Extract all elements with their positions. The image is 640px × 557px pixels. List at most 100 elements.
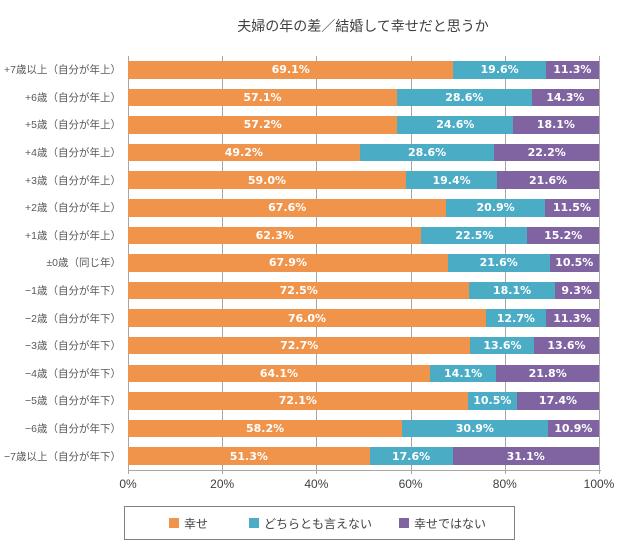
category-label: +1歳（自分が年上） [25,229,121,242]
legend-swatch-happy [169,518,179,528]
bar-value-label: 12.7% [496,311,535,325]
category-label: −1歳（自分が年下） [25,285,121,298]
category-label: −6歳（自分が年下） [25,423,121,436]
bar-segment-happy: 72.5% [128,281,470,300]
bar-segment-neutral: 28.6% [396,88,532,107]
bar-segment-happy: 57.1% [128,88,397,107]
bar-segment-neutral: 20.9% [446,199,545,217]
bar-row: +4歳（自分が年上） 49.2% 28.6% 22.2% [0,139,599,167]
bar-track: 57.2% 24.6% 18.1% [128,116,599,134]
bar-track: 67.9% 21.6% 10.5% [128,254,599,272]
bar-track: 59.0% 19.4% 21.6% [128,171,599,189]
bar-segment-unhappy: 11.3% [545,61,599,79]
bar-segment-unhappy: 17.4% [517,392,599,410]
bar-track: 76.0% 12.7% 11.3% [128,309,599,327]
bar-track: 69.1% 19.6% 11.3% [128,61,599,79]
bar-segment-neutral: 24.6% [397,116,514,134]
x-tick-label: 60% [398,477,423,491]
category-label: −7歳以上（自分が年下） [4,450,121,463]
bar-value-label: 18.1% [493,284,532,298]
bar-track: 57.1% 28.6% 14.3% [128,88,599,107]
bar-segment-neutral: 21.6% [447,254,550,272]
bar-segment-neutral: 10.5% [467,392,518,410]
bar-track: 58.2% 30.9% 10.9% [128,419,599,438]
bar-value-label: 11.3% [553,63,592,77]
bar-segment-neutral: 30.9% [402,419,548,438]
bar-track: 62.3% 22.5% 15.2% [128,226,599,245]
bar-value-label: 24.6% [436,118,475,132]
bar-value-label: 59.0% [247,173,287,187]
category-label: +2歳（自分が年上） [25,202,121,215]
bar-value-label: 67.9% [268,256,307,270]
bar-value-label: 9.3% [561,284,592,298]
bar-segment-neutral: 22.5% [421,226,528,245]
bar-track: 49.2% 28.6% 22.2% [128,143,599,162]
bar-segment-happy: 62.3% [128,226,422,245]
bar-value-label: 31.1% [506,449,545,463]
bar-segment-happy: 64.1% [128,364,430,383]
legend-label-happy: 幸せ [184,516,209,531]
bar-row: −2歳（自分が年下） 76.0% 12.7% 11.3% [0,304,599,332]
bar-segment-unhappy: 31.1% [452,447,599,465]
bar-row: +7歳以上（自分が年上） 69.1% 19.6% 11.3% [0,56,599,84]
category-label: −4歳（自分が年下） [25,367,121,380]
x-tick-label: 40% [304,477,329,491]
gridline [599,56,600,474]
bar-value-label: 72.1% [278,394,317,408]
bar-segment-unhappy: 9.3% [554,281,599,300]
category-label: −5歳（自分が年下） [25,395,121,408]
bar-segment-happy: 67.6% [128,199,447,217]
bar-value-label: 10.5% [473,394,512,408]
bar-row: −6歳（自分が年下） 58.2% 30.9% 10.9% [0,415,599,443]
bar-row: −3歳（自分が年下） 72.7% 13.6% 13.6% [0,332,599,360]
bar-value-label: 21.6% [479,256,518,270]
bar-row: +2歳（自分が年上） 67.6% 20.9% 11.5% [0,194,599,222]
bar-segment-happy: 58.2% [128,419,403,438]
bar-segment-neutral: 13.6% [470,336,535,355]
bar-value-label: 72.7% [280,339,319,353]
x-tick-label: 0% [119,477,137,491]
bar-segment-unhappy: 11.5% [544,199,599,217]
bar-value-label: 21.8% [528,366,567,380]
bar-segment-unhappy: 15.2% [527,226,599,245]
bar-value-label: 20.9% [476,201,515,215]
legend-label-neutral: どちらとも言えない [264,516,373,531]
bar-segment-neutral: 19.6% [453,61,546,79]
bar-segment-unhappy: 10.5% [549,254,599,272]
legend-swatch-neutral [249,518,259,528]
bar-value-label: 19.4% [432,173,471,187]
bar-track: 72.7% 13.6% 13.6% [128,336,599,355]
bar-row: −7歳以上（自分が年下） 51.3% 17.6% 31.1% [0,442,599,470]
bar-segment-happy: 76.0% [128,309,486,327]
bar-segment-unhappy: 22.2% [494,143,599,162]
bar-segment-unhappy: 18.1% [513,116,599,134]
legend-item-neutral: どちらとも言えない [249,507,372,539]
bar-value-label: 18.1% [536,118,575,132]
category-label: +4歳（自分が年上） [25,147,121,160]
bar-value-label: 22.5% [455,228,494,242]
category-label: −2歳（自分が年下） [25,312,121,325]
bar-value-label: 49.2% [224,146,263,160]
bar-row: +5歳（自分が年上） 57.2% 24.6% 18.1% [0,111,599,139]
bar-segment-neutral: 12.7% [485,309,546,327]
bar-row: +3歳（自分が年上） 59.0% 19.4% 21.6% [0,166,599,194]
x-axis-labels: 0% 20% 40% 60% 80% 100% [119,477,614,493]
bar-value-label: 10.9% [554,422,593,436]
bar-value-label: 51.3% [229,449,268,463]
bar-value-label: 28.6% [445,90,484,104]
x-axis-line [128,470,601,471]
bar-value-label: 13.6% [483,339,522,353]
bar-row: −4歳（自分が年下） 64.1% 14.1% 21.8% [0,360,599,388]
category-label: ±0歳（同じ年） [46,257,121,270]
bar-value-label: 15.2% [544,228,583,242]
bar-value-label: 14.1% [444,366,483,380]
bar-segment-unhappy: 13.6% [534,336,599,355]
bar-value-label: 62.3% [255,228,294,242]
bar-segment-happy: 72.1% [128,392,468,410]
bar-track: 72.5% 18.1% 9.3% [128,281,599,300]
x-tick-label: 100% [583,477,615,491]
bar-value-label: 13.6% [547,339,586,353]
bar-value-label: 76.0% [287,311,327,325]
bar-value-label: 57.1% [243,90,282,104]
